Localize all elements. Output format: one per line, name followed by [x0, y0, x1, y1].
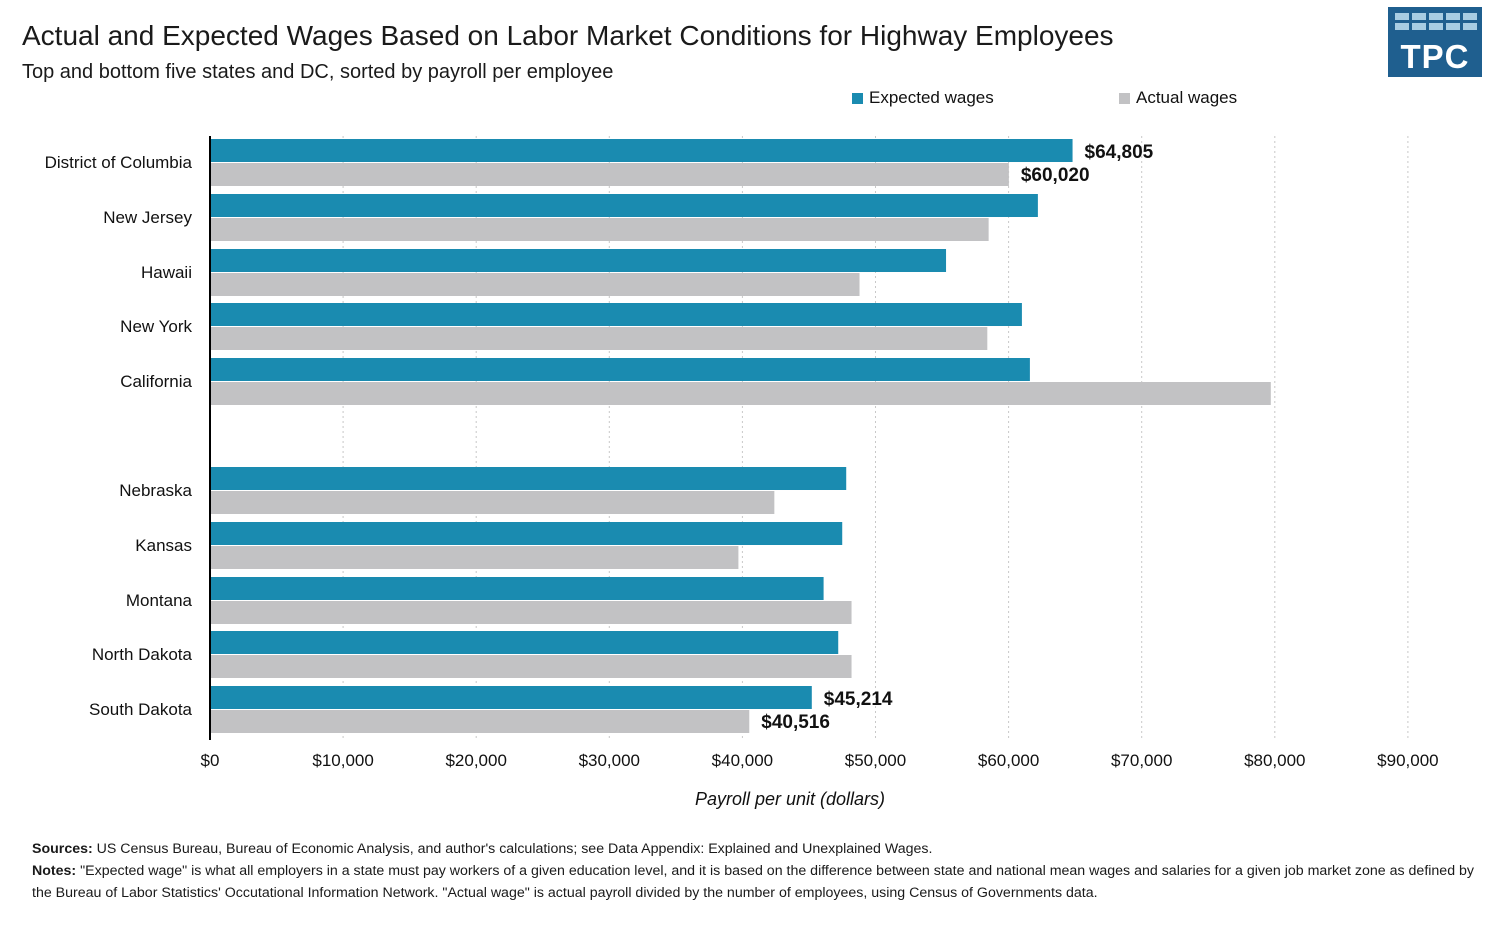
category-label: South Dakota — [89, 700, 193, 719]
logo-grid-icon — [1395, 13, 1477, 30]
category-label: New Jersey — [103, 208, 192, 227]
legend-item-actual: Actual wages — [1119, 88, 1237, 108]
category-label: Hawaii — [141, 263, 192, 282]
notes-text: "Expected wage" is what all employers in… — [32, 863, 1475, 901]
category-label: Montana — [126, 591, 193, 610]
bar-expected — [210, 303, 1022, 326]
sources-text: US Census Bureau, Bureau of Economic Ana… — [92, 841, 933, 857]
legend-label-actual: Actual wages — [1136, 88, 1238, 107]
bar-actual — [210, 601, 852, 624]
bar-actual — [210, 218, 989, 241]
bar-expected — [210, 194, 1038, 217]
bar-expected — [210, 522, 843, 545]
x-tick-label: $20,000 — [445, 751, 506, 770]
category-label: New York — [120, 317, 192, 336]
bar-actual — [210, 273, 860, 296]
x-tick-label: $30,000 — [579, 751, 640, 770]
legend-swatch-actual — [1119, 92, 1130, 104]
data-label: $45,214 — [824, 689, 893, 710]
legend-swatch-expected — [852, 92, 863, 104]
notes-line: Notes: "Expected wage" is what all emplo… — [32, 860, 1482, 904]
x-tick-label: $50,000 — [845, 751, 906, 770]
bar-expected — [210, 686, 812, 709]
category-label: Nebraska — [119, 481, 192, 500]
logo-text: TPC — [1400, 38, 1470, 75]
chart-title: Actual and Expected Wages Based on Labor… — [22, 20, 1114, 51]
legend-item-expected: Expected wages — [852, 88, 994, 108]
x-tick-label: $60,000 — [978, 751, 1039, 770]
x-axis-title: Payroll per unit (dollars) — [695, 789, 885, 809]
sources-label: Sources: — [32, 841, 93, 857]
bar-expected — [210, 631, 839, 654]
chart-notes: Sources: US Census Bureau, Bureau of Eco… — [32, 838, 1482, 904]
x-tick-label: $80,000 — [1244, 751, 1305, 770]
x-tick-label: $40,000 — [712, 751, 773, 770]
bar-expected — [210, 139, 1073, 162]
bar-expected — [210, 577, 824, 600]
bar-actual — [210, 163, 1009, 186]
bar-actual — [210, 546, 739, 569]
bar-actual — [210, 382, 1271, 405]
bar-actual — [210, 655, 852, 678]
x-tick-label: $90,000 — [1377, 751, 1438, 770]
bar-expected — [210, 249, 947, 272]
bar-expected — [210, 358, 1030, 381]
category-label: Kansas — [135, 536, 192, 555]
x-tick-label: $10,000 — [312, 751, 373, 770]
category-label: North Dakota — [92, 645, 193, 664]
bar-actual — [210, 710, 750, 733]
bar-actual — [210, 491, 775, 514]
data-label: $64,805 — [1085, 142, 1154, 163]
data-label: $60,020 — [1021, 165, 1090, 186]
chart-subtitle: Top and bottom five states and DC, sorte… — [22, 61, 614, 83]
category-label: District of Columbia — [45, 153, 193, 172]
data-label: $40,516 — [761, 712, 830, 733]
legend-label-expected: Expected wages — [869, 88, 994, 107]
x-tick-label: $70,000 — [1111, 751, 1172, 770]
category-label: California — [120, 372, 192, 391]
sources-line: Sources: US Census Bureau, Bureau of Eco… — [32, 838, 1482, 860]
notes-label: Notes: — [32, 863, 77, 879]
x-tick-label: $0 — [201, 751, 220, 770]
bar-expected — [210, 467, 847, 490]
bar-chart: District of Columbia New Jersey Hawaii New … — [45, 136, 1439, 809]
tpc-logo: TPC — [1388, 7, 1482, 77]
bar-actual — [210, 327, 988, 350]
